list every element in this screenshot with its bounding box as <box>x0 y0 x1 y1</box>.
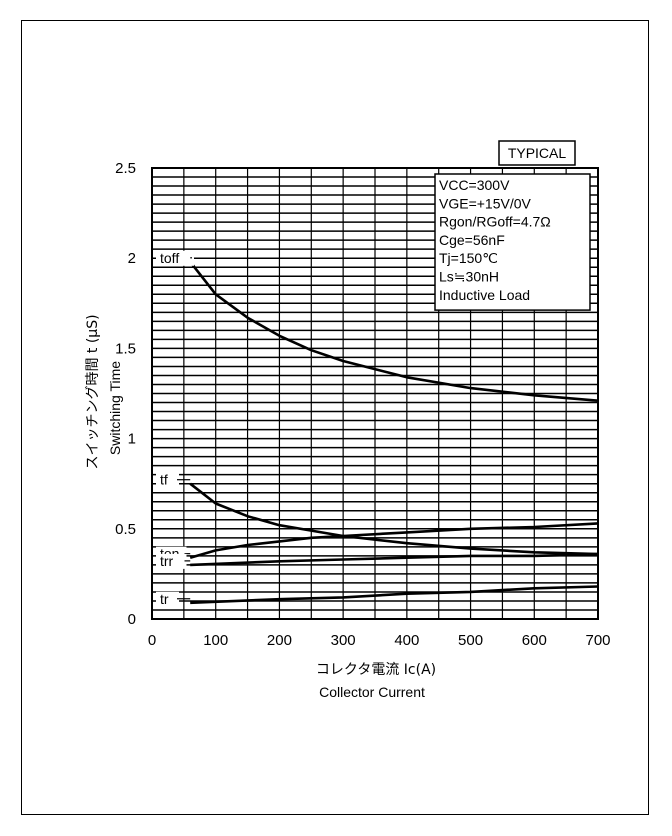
x-tick-label: 400 <box>394 632 419 649</box>
y-axis-label-jp: スイッチング時間 t (μS) <box>85 314 101 469</box>
series-line-tf <box>189 482 599 556</box>
y-axis-label-en: Switching Time <box>107 361 123 455</box>
y-tick-label: 1 <box>128 431 136 448</box>
x-tick-label: 600 <box>522 632 547 649</box>
condition-line: VCC=300V <box>439 177 510 193</box>
y-tick-label: 2.5 <box>115 160 136 177</box>
y-tick-label: 1.5 <box>115 340 136 357</box>
condition-line: Tj=150℃ <box>439 250 498 266</box>
series-label-tf: tf <box>160 472 168 488</box>
series-label-bg <box>156 553 187 569</box>
series-label-bg <box>156 250 194 266</box>
grid <box>151 167 599 620</box>
series-line-trr <box>190 552 599 567</box>
x-tick-label: 100 <box>203 632 228 649</box>
x-tick-label: 0 <box>148 632 156 649</box>
series-line-toff <box>189 260 599 402</box>
condition-line: Rgon/RGoff=4.7Ω <box>439 214 551 230</box>
typical-badge-box <box>498 140 576 166</box>
figure-frame <box>21 20 649 815</box>
typical-badge: TYPICAL <box>508 145 567 161</box>
series-label-bg <box>156 591 179 607</box>
x-tick-label: 200 <box>267 632 292 649</box>
condition-line: Cge=56nF <box>439 232 505 248</box>
curves <box>189 260 599 605</box>
y-tick-label: 0.5 <box>115 521 136 538</box>
x-tick-label: 700 <box>585 632 610 649</box>
series-label-toff: toff <box>160 250 179 266</box>
x-axis-label-en: Collector Current <box>319 684 425 700</box>
condition-line: Inductive Load <box>439 287 530 303</box>
y-tick-label: 2 <box>128 250 136 267</box>
y-tick-label: 0 <box>128 611 136 628</box>
conditions-box: VCC=300V VGE=+15V/0V Rgon/RGoff=4.7Ω Cge=56… <box>434 173 591 311</box>
series-label-bg <box>156 472 179 488</box>
tick-labels: 0 100 200 300 400 500 600 700 0 0.5 1 1.5 2 2.5 <box>115 160 610 649</box>
series-line-ton <box>189 522 599 559</box>
plot-area <box>151 167 599 620</box>
series-label-tr: tr <box>160 591 169 607</box>
series-line-tr <box>190 585 599 605</box>
conditions-box-frame <box>434 173 591 311</box>
series-label-trr: trr <box>160 553 174 569</box>
x-tick-label: 500 <box>458 632 483 649</box>
condition-line: VGE=+15V/0V <box>439 195 532 211</box>
condition-line: Ls≒30nH <box>439 269 499 285</box>
x-axis-label-jp: コレクタ電流 Ic(A) <box>316 662 436 678</box>
x-tick-label: 300 <box>331 632 356 649</box>
